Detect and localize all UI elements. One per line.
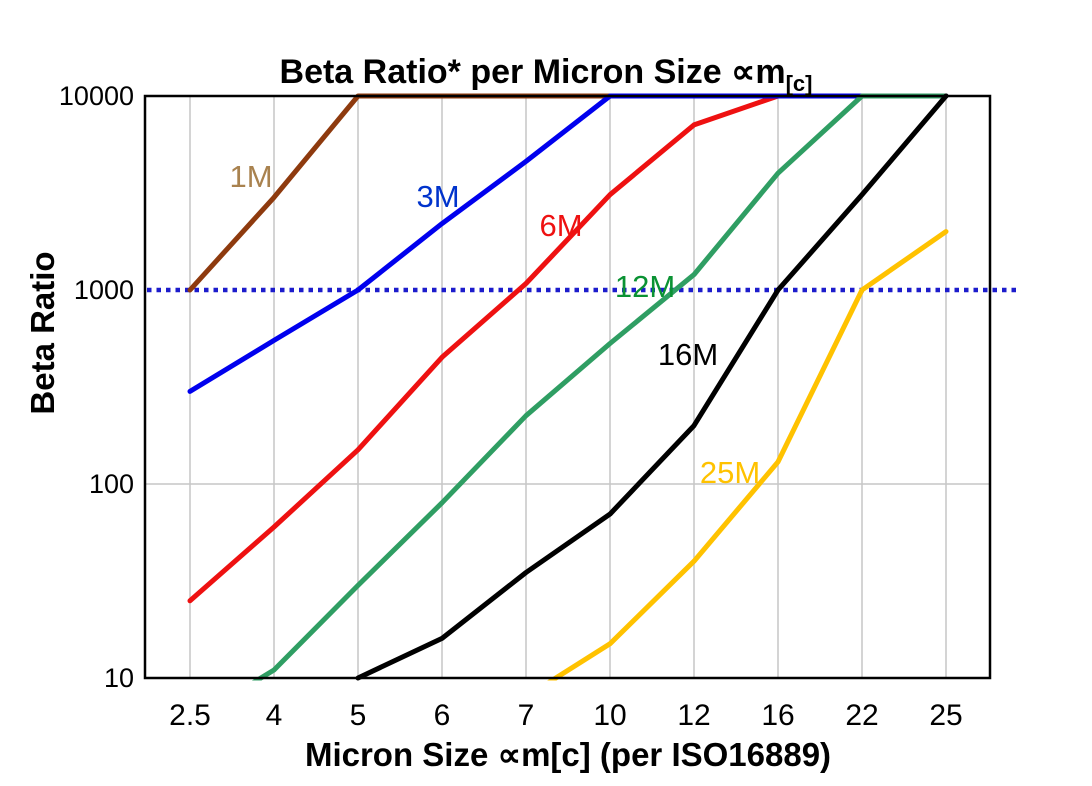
y-tick-label-10000: 10000: [58, 81, 134, 111]
x-tick-label-16: 16: [761, 699, 795, 732]
chart-title-text: Beta Ratio* per Micron Size ∝m: [279, 53, 786, 91]
y-tick-label-10: 10: [103, 663, 134, 693]
y-axis-title: Beta Ratio: [24, 251, 61, 415]
x-tick-label-25: 25: [929, 699, 963, 732]
x-axis-title-suffix: (per ISO16889): [590, 736, 832, 773]
series-line-25M: [547, 229, 949, 681]
x-tick-label-7: 7: [517, 699, 535, 732]
x-tick-label-2.5: 2.5: [169, 699, 211, 732]
x-axis-title-text: Micron Size ∝m: [304, 736, 551, 773]
x-tick-label-12: 12: [677, 699, 711, 732]
x-tick-label-5: 5: [349, 699, 367, 732]
x-axis-title: Micron Size ∝m[c] (per ISO16889): [0, 735, 1092, 774]
x-tick-label-4: 4: [265, 699, 283, 732]
chart-title: Beta Ratio* per Micron Size ∝m[c]: [0, 52, 1092, 97]
x-axis-title-subscript: [c]: [550, 736, 591, 773]
series-label-12M: 12M: [614, 269, 676, 304]
x-tick-label-10: 10: [593, 699, 627, 732]
plot-frame: [143, 94, 992, 680]
series-label-3M: 3M: [416, 179, 460, 214]
series-label-16M: 16M: [657, 337, 719, 372]
series-label-1M: 1M: [229, 159, 273, 194]
series-label-25M: 25M: [699, 455, 761, 490]
y-tick-label-1000: 1000: [73, 275, 134, 305]
series-line-16M: [355, 93, 949, 681]
x-tick-label-22: 22: [845, 699, 879, 732]
x-tick-label-6: 6: [433, 699, 451, 732]
series-label-6M: 6M: [539, 208, 583, 243]
series-line-12M: [251, 93, 949, 681]
y-tick-label-100: 100: [88, 469, 134, 499]
chart-title-subscript: [c]: [785, 71, 813, 96]
